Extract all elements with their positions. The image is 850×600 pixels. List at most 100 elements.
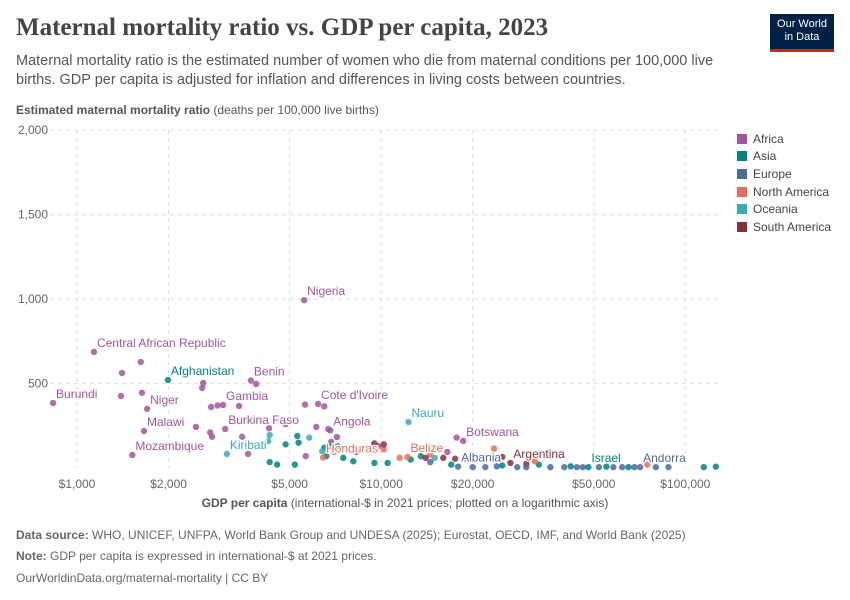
point-label: Nigeria [307, 284, 345, 298]
chart-title: Maternal mortality ratio vs. GDP per cap… [16, 14, 549, 41]
data-point [273, 461, 281, 468]
legend-label: Asia [753, 149, 777, 164]
y-axis-label: Estimated maternal mortality ratio (deat… [16, 103, 379, 117]
data-point [404, 453, 411, 461]
data-point [610, 463, 617, 471]
point-label: Israel [591, 451, 620, 465]
data-point [321, 403, 328, 410]
data-point [221, 425, 229, 433]
data-point [700, 463, 708, 471]
data-point [300, 296, 308, 304]
data-point [192, 423, 200, 431]
note: Note: GDP per capita is expressed in int… [16, 549, 377, 563]
data-point [49, 399, 57, 407]
owid-logo[interactable]: Our World in Data [770, 14, 834, 52]
legend-swatch [737, 221, 747, 232]
point-label: Kiribati [230, 438, 267, 452]
data-point [490, 445, 498, 452]
data-point [652, 463, 660, 471]
data-point [380, 441, 387, 448]
legend-swatch [737, 204, 747, 215]
data-point [140, 427, 148, 435]
data-point [319, 447, 326, 455]
data-point [90, 348, 98, 356]
data-point [164, 376, 172, 384]
legend-label: Africa [753, 131, 784, 146]
point-label: Afghanistan [171, 364, 234, 378]
data-point [499, 462, 506, 469]
x-axis-label: GDP per capita (international-$ in 2021 … [201, 496, 609, 510]
data-point [247, 377, 255, 384]
data-point [313, 423, 320, 431]
data-point [431, 444, 438, 451]
data-point [143, 405, 151, 413]
data-point [427, 451, 434, 458]
data-point [444, 448, 451, 456]
data-point [219, 401, 227, 409]
point-label: Central African Republic [97, 336, 226, 350]
data-point [448, 461, 455, 468]
data-point [440, 454, 447, 462]
x-tick-label: $100,000 [660, 477, 710, 491]
license-link[interactable]: OurWorldinData.org/maternal-mortality | … [16, 571, 269, 585]
legend-swatch [737, 133, 747, 144]
data-point [573, 463, 581, 471]
legend-item[interactable]: North America [737, 183, 831, 201]
legend-item[interactable]: Europe [737, 165, 831, 183]
data-point [451, 455, 459, 462]
data-point [547, 463, 554, 471]
data-point [266, 458, 273, 466]
point-label: Mozambique [135, 439, 204, 453]
data-point [603, 463, 610, 470]
data-point [200, 379, 207, 387]
y-tick-label: 1,500 [18, 208, 48, 222]
data-point [327, 427, 334, 434]
x-tick-label: $10,000 [359, 477, 403, 491]
y-tick-label: 500 [28, 377, 48, 391]
point-label: Andorra [643, 451, 686, 465]
data-point [244, 450, 252, 458]
data-point [314, 400, 322, 408]
data-point [422, 454, 429, 462]
data-point [618, 463, 626, 471]
chart-subtitle: Maternal mortality ratio is the estimate… [16, 53, 714, 88]
data-point [208, 433, 216, 440]
data-point [252, 380, 260, 388]
data-point [431, 454, 438, 462]
data-point [567, 463, 574, 470]
point-label: Gambia [226, 389, 268, 403]
data-point [350, 458, 357, 465]
data-point [712, 463, 720, 470]
data-point [380, 446, 387, 453]
legend-item[interactable]: Asia [737, 148, 831, 166]
x-tick-label: $2,000 [150, 477, 187, 491]
data-point [427, 458, 434, 466]
point-label: Burkina Faso [228, 413, 299, 427]
data-point [585, 463, 592, 471]
data-point [294, 432, 301, 440]
data-point [328, 441, 336, 449]
data-point [339, 454, 347, 462]
y-tick-label: 2,000 [18, 123, 48, 137]
legend-item[interactable]: Africa [737, 130, 831, 148]
data-point [644, 461, 651, 468]
data-point [282, 420, 289, 428]
point-label: Cote d'Ivoire [321, 388, 388, 402]
legend-label: South America [753, 219, 832, 234]
point-label: Burundi [56, 387, 97, 401]
point-label: Botswana [466, 425, 519, 439]
data-point [499, 453, 506, 461]
data-point [301, 401, 309, 408]
data-point [469, 463, 476, 471]
data-point [117, 392, 125, 400]
data-point [353, 448, 360, 456]
x-tick-label: $5,000 [271, 477, 308, 491]
legend-swatch [737, 168, 747, 179]
data-point [523, 463, 530, 471]
x-tick-label: $1,000 [59, 477, 96, 491]
data-point [371, 440, 378, 447]
legend: Africa Asia Europe North America Oceania Sout… [737, 130, 831, 236]
legend-item[interactable]: Oceania [737, 200, 831, 218]
data-point [482, 463, 489, 471]
legend-item[interactable]: South America [737, 218, 831, 236]
